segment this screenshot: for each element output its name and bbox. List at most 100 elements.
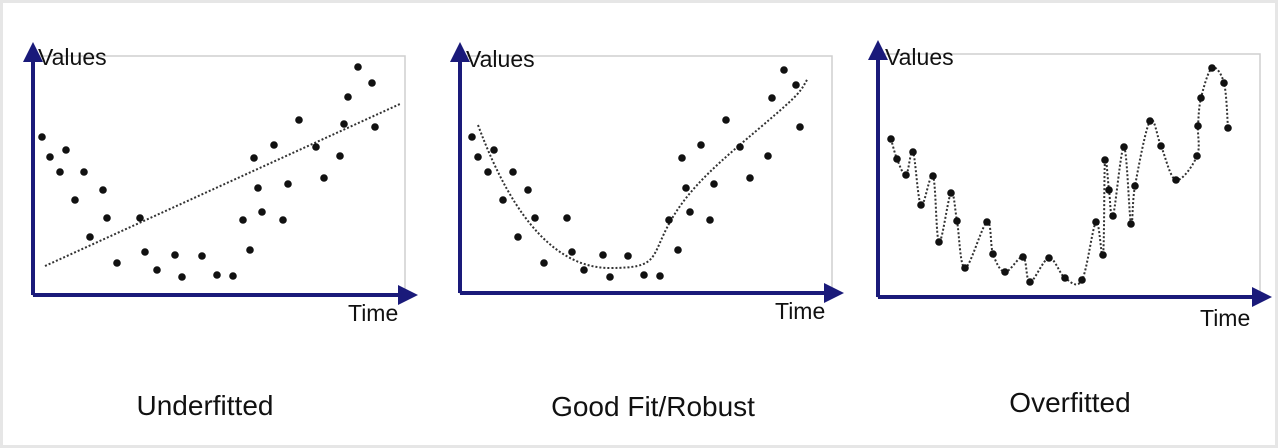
dot	[239, 216, 247, 224]
dot	[1197, 94, 1205, 102]
panel: Values Time Underfitted	[23, 42, 418, 421]
y-label: Values	[885, 44, 954, 70]
dot	[295, 116, 303, 124]
dot	[1101, 156, 1109, 164]
dot	[929, 172, 937, 180]
dot	[1105, 186, 1113, 194]
dot	[947, 189, 955, 197]
dot	[792, 81, 800, 89]
dot	[1001, 268, 1009, 276]
dot	[524, 186, 532, 194]
dot	[1208, 64, 1216, 72]
dot	[368, 79, 376, 87]
dot	[1092, 218, 1100, 226]
dot	[563, 214, 571, 222]
dot	[606, 273, 614, 281]
dot	[1224, 124, 1232, 132]
dot	[1172, 176, 1180, 184]
dot	[780, 66, 788, 74]
dot	[796, 123, 804, 131]
dot	[674, 246, 682, 254]
dot	[71, 196, 79, 204]
plot-box	[32, 55, 406, 296]
dot	[178, 273, 186, 281]
dot	[989, 250, 997, 258]
dot	[746, 174, 754, 182]
dot	[1061, 274, 1069, 282]
dot	[710, 180, 718, 188]
plot-box	[877, 53, 1261, 298]
dot	[568, 248, 576, 256]
dot	[62, 146, 70, 154]
dot	[1193, 152, 1201, 160]
dot	[103, 214, 111, 222]
dot	[1045, 254, 1053, 262]
y-label: Values	[466, 46, 535, 72]
fit-curve	[477, 77, 809, 270]
dot	[136, 214, 144, 222]
dot	[198, 252, 206, 260]
x-label: Time	[775, 298, 825, 324]
dot	[514, 233, 522, 241]
dot	[229, 272, 237, 280]
dot	[279, 216, 287, 224]
x-label: Time	[348, 300, 398, 326]
dot	[499, 196, 507, 204]
dot	[665, 216, 673, 224]
dot	[1109, 212, 1117, 220]
dot	[599, 251, 607, 259]
dot	[354, 63, 362, 71]
dot	[80, 168, 88, 176]
dot	[1146, 117, 1154, 125]
dot	[1127, 220, 1135, 228]
dot	[171, 251, 179, 259]
dot	[887, 135, 895, 143]
dot	[336, 152, 344, 160]
dot	[141, 248, 149, 256]
dot	[722, 116, 730, 124]
dot	[46, 153, 54, 161]
dot	[509, 168, 517, 176]
dot	[961, 264, 969, 272]
panel: Values Time Good Fit/Robust	[450, 42, 844, 422]
dot	[1078, 276, 1086, 284]
dot	[1120, 143, 1128, 151]
dot	[99, 186, 107, 194]
dot	[697, 141, 705, 149]
x-label: Time	[1200, 305, 1250, 331]
dot	[624, 252, 632, 260]
caption: Good Fit/Robust	[551, 391, 755, 422]
y-label: Values	[38, 44, 107, 70]
dot	[1131, 182, 1139, 190]
dot	[270, 141, 278, 149]
dot	[768, 94, 776, 102]
dot	[678, 154, 686, 162]
dot	[153, 266, 161, 274]
dot	[284, 180, 292, 188]
dot	[909, 148, 917, 156]
dot	[56, 168, 64, 176]
dot	[250, 154, 258, 162]
dot	[340, 120, 348, 128]
dot	[254, 184, 262, 192]
dot	[953, 217, 961, 225]
dot	[213, 271, 221, 279]
dot	[468, 133, 476, 141]
dot	[893, 155, 901, 163]
dot	[1026, 278, 1034, 286]
dot	[258, 208, 266, 216]
dot	[371, 123, 379, 131]
dot	[344, 93, 352, 101]
dot	[38, 133, 46, 141]
dot	[935, 238, 943, 246]
dot	[902, 171, 910, 179]
caption: Underfitted	[137, 390, 274, 421]
dot	[580, 266, 588, 274]
caption: Overfitted	[1009, 387, 1130, 418]
panel: Values Time Overfitted	[868, 40, 1272, 418]
dot	[917, 201, 925, 209]
dot	[686, 208, 694, 216]
dot	[490, 146, 498, 154]
dot	[764, 152, 772, 160]
